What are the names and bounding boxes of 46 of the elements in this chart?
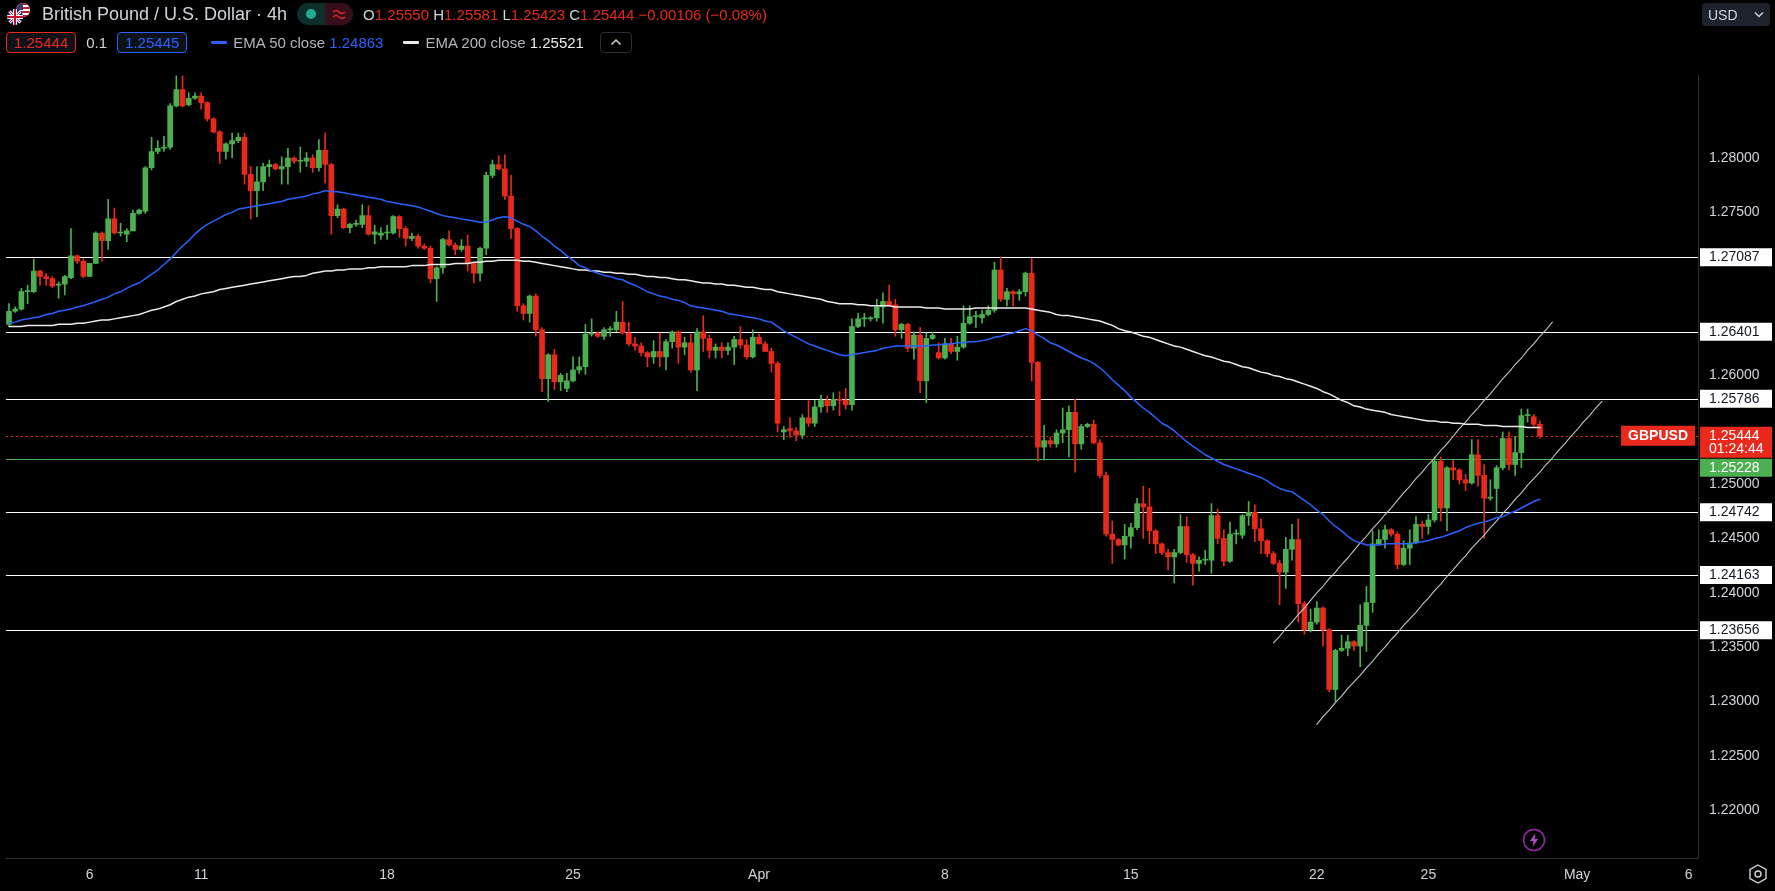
candlestick bbox=[254, 166, 260, 218]
ref-line-label: 1.26401 bbox=[1709, 322, 1760, 339]
candlestick bbox=[780, 426, 787, 440]
legend-label: EMA 50 close 1.24863 bbox=[233, 33, 384, 51]
x-tick-label: 25 bbox=[565, 866, 582, 883]
x-tick-label: 22 bbox=[1309, 866, 1325, 883]
ref-line-label: 1.27087 bbox=[1709, 248, 1760, 265]
y-tick-label: 1.24500 bbox=[1709, 529, 1760, 546]
y-axis-title: USD bbox=[1708, 6, 1738, 23]
candlestick bbox=[1450, 459, 1456, 481]
legend-label: EMA 200 close 1.25521 bbox=[425, 33, 584, 51]
text: 1.25445 bbox=[117, 31, 188, 53]
text: O1.25550 H1.25581 L1.25423 C1.25444 −0.00106 (−0.08%) bbox=[363, 5, 767, 23]
x-tick-label: 6 bbox=[1684, 866, 1693, 883]
annotation: GBPUSD bbox=[1628, 426, 1689, 443]
text: 1.25444 bbox=[6, 31, 77, 53]
y-tick-label: 1.24000 bbox=[1709, 583, 1760, 600]
y-tick-label: 1.25000 bbox=[1709, 474, 1760, 491]
y-tick-label: 1.22000 bbox=[1709, 801, 1760, 818]
x-tick-label: 6 bbox=[85, 866, 94, 883]
candlestick bbox=[1010, 290, 1016, 307]
x-tick-label: 15 bbox=[1123, 866, 1139, 883]
ref-line-label: 1.25786 bbox=[1709, 389, 1760, 406]
y-tick-label: 1.23500 bbox=[1709, 637, 1760, 654]
y-tick-label: 1.26000 bbox=[1709, 366, 1760, 383]
ref-line-label: 1.25228 bbox=[1709, 458, 1760, 475]
currency-dropdown: USD bbox=[1702, 3, 1770, 26]
x-tick-label: 18 bbox=[379, 866, 396, 883]
text: 0.1 bbox=[86, 33, 108, 51]
x-tick-label: 25 bbox=[1420, 866, 1437, 883]
y-tick-label: 1.28000 bbox=[1709, 148, 1760, 165]
candlestick bbox=[656, 332, 663, 368]
candlestick bbox=[1140, 485, 1147, 539]
x-tick-label: 11 bbox=[193, 866, 209, 883]
y-tick-label: 1.27500 bbox=[1709, 203, 1760, 220]
x-tick-label: 8 bbox=[941, 866, 950, 883]
candlestick bbox=[718, 342, 725, 359]
x-tick-label: May bbox=[1563, 866, 1591, 883]
x-tick-label: Apr bbox=[748, 866, 771, 883]
chart-title: British Pound / U.S. Dollar · 4h bbox=[42, 3, 288, 25]
ref-line-label: 1.24742 bbox=[1709, 502, 1760, 519]
ref-line-label: 1.24163 bbox=[1709, 565, 1760, 582]
y-tick-label: 1.22500 bbox=[1709, 746, 1760, 763]
y-tick-label: 1.23000 bbox=[1709, 692, 1760, 709]
ref-line-label: 1.23656 bbox=[1709, 621, 1760, 638]
candlestick bbox=[1419, 520, 1426, 539]
